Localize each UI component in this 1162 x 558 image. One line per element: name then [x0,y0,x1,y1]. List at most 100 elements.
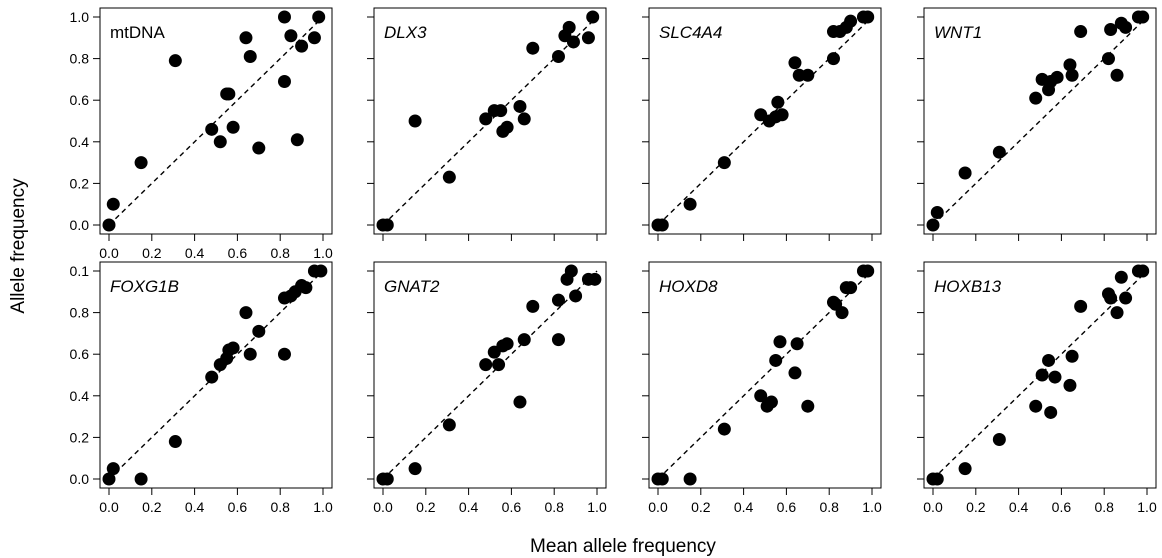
data-point [775,108,789,122]
data-point [581,31,595,45]
data-point [1074,299,1088,313]
data-point [380,218,394,232]
x-tick-label: 1.0 [587,499,607,515]
data-point [1065,68,1079,82]
data-point [134,472,148,486]
data-point [1114,270,1128,284]
x-tick-label: 0.8 [1094,499,1114,515]
reference-line [108,16,324,226]
x-tick-label: 0.2 [416,499,436,515]
data-point [205,370,219,384]
data-point [788,366,802,380]
data-point [861,264,875,278]
data-point [226,120,240,134]
data-point [566,35,580,49]
scatter-panel: SLC4A4 [642,7,882,241]
data-point [801,399,815,413]
x-tick-label: 0.4 [1009,499,1029,515]
data-point [773,335,787,349]
data-point [1119,20,1133,34]
data-point [958,462,972,476]
data-point [1035,368,1049,382]
data-point [844,281,858,295]
y-tick-label: 0.4 [70,134,90,150]
panel-title: GNAT2 [384,277,440,296]
panel-frame [373,7,607,235]
data-point [226,341,240,355]
data-point [1110,68,1124,82]
y-tick-label: 0.0 [70,471,90,487]
data-point [168,435,182,449]
reference-line [657,16,873,226]
data-point [1029,399,1043,413]
y-tick-label: 1.0 [70,9,90,25]
panel-frame [99,261,333,489]
data-point [764,395,778,409]
data-point [588,272,602,286]
data-point [655,218,669,232]
panel-frame [648,261,882,489]
data-point [252,141,266,155]
data-point [992,145,1006,159]
data-point [564,264,578,278]
x-tick-label: 0.4 [185,499,205,515]
data-point [500,337,514,351]
data-point [526,41,540,55]
x-tick-label: 0.0 [99,245,119,261]
panel-frame [99,7,333,235]
data-point [314,264,328,278]
data-point [1042,353,1056,367]
x-tick-label: 0.2 [966,499,986,515]
scatter-panel: 0.0 0.2 0.4 0.6 0.8 1.0 0.0 0.2 0.4 0.6 0.8 1.0 mtDN… [70,7,333,261]
data-point [926,218,940,232]
data-point [930,206,944,220]
data-point [479,358,493,372]
data-point [243,347,257,361]
data-point [213,135,227,149]
data-point [106,197,120,211]
data-point [717,422,731,436]
data-point [290,133,304,147]
y-tick-label: 0.8 [70,51,90,67]
x-tick-label: 0.6 [777,499,797,515]
data-point [562,20,576,34]
data-point [717,156,731,170]
y-axis-title: Allele frequency [8,178,29,314]
data-point [205,122,219,136]
x-tick-label: 0.8 [819,499,839,515]
panel-title: SLC4A4 [659,23,722,42]
x-tick-label: 0.2 [691,499,711,515]
data-point [801,68,815,82]
reference-line [932,16,1148,226]
x-tick-label: 0.6 [228,499,248,515]
data-point [442,418,456,432]
x-tick-label: 0.6 [1052,499,1072,515]
reference-line [382,270,598,480]
data-point [102,472,116,486]
data-point [1044,405,1058,419]
scatter-panel: 0.0 0.2 0.4 0.6 0.8 1.0 HOXD8 [642,261,882,515]
data-point [1065,349,1079,363]
reference-line [932,270,1148,480]
x-tick-label: 0.6 [228,245,248,261]
data-point [992,432,1006,446]
data-point [1110,306,1124,320]
data-point [551,50,565,64]
data-point [277,74,291,88]
y-tick-label: 0.2 [70,429,90,445]
data-point [844,14,858,28]
panel-title: mtDNA [110,23,165,42]
x-tick-label: 1.0 [862,499,882,515]
data-point [102,218,116,232]
data-point [769,353,783,367]
x-tick-label: 0.0 [373,499,393,515]
data-point [168,54,182,68]
data-point [835,306,849,320]
panel-title: DLX3 [384,23,427,42]
data-point [513,395,527,409]
data-point [222,87,236,101]
panel-title: FOXG1B [110,277,179,296]
data-point [551,293,565,307]
x-axis-title: Mean allele frequency [530,536,716,557]
data-point [277,10,291,24]
